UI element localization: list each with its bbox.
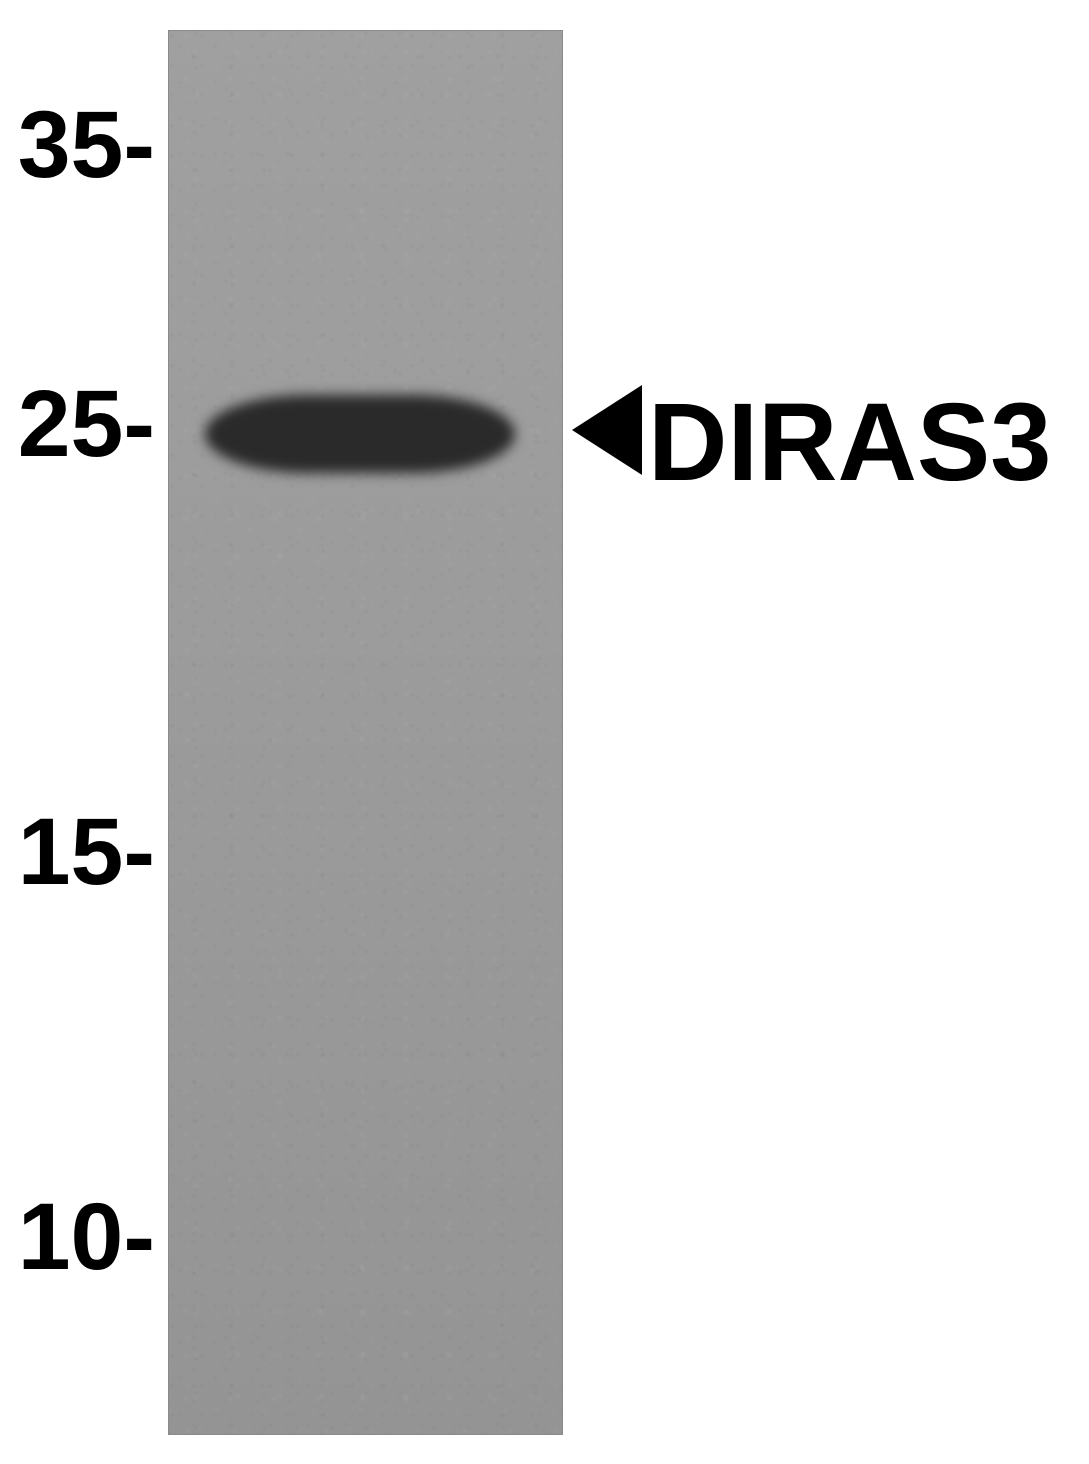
protein-band [205, 395, 515, 473]
protein-name-label: DIRAS3 [648, 388, 1051, 498]
mw-marker-35: 35- [18, 98, 155, 193]
blot-lane [168, 30, 563, 1435]
mw-marker-10: 10- [18, 1190, 155, 1285]
lane-noise [169, 31, 562, 1434]
arrowhead-icon [572, 385, 642, 475]
western-blot-figure: 35- 25- 15- 10- DIRAS3 [0, 0, 1089, 1464]
mw-marker-15: 15- [18, 805, 155, 900]
mw-marker-25: 25- [18, 377, 155, 472]
